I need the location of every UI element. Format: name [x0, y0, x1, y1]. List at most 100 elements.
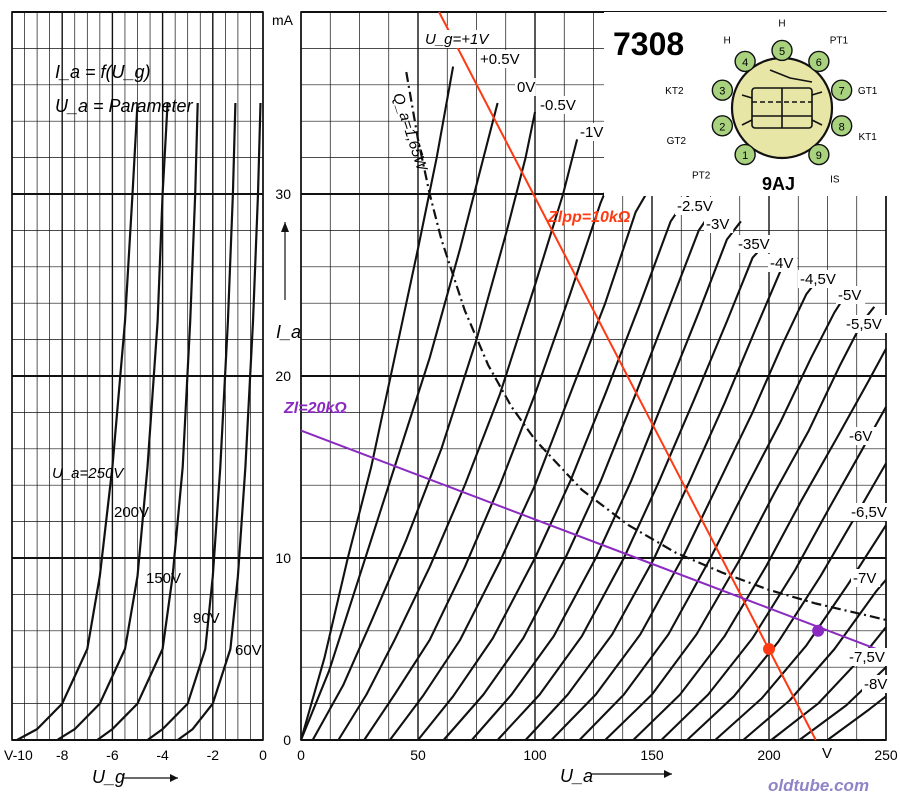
plate-curve-minus8v — [742, 579, 887, 741]
series-label-250v: U_a=250V — [52, 465, 125, 482]
grid-voltage-label: -4,5V — [800, 271, 836, 288]
plate-y-tick-label: 0 — [283, 732, 291, 748]
tube-pin-number: 5 — [779, 46, 785, 58]
tube-pin-icon — [830, 115, 853, 137]
label-backdrop — [478, 50, 524, 68]
label-backdrop — [423, 30, 486, 48]
grid-voltage-label: -1V — [580, 124, 603, 141]
transfer-x-tick-label: V-10 — [4, 747, 33, 763]
plate-curve-minus1v — [363, 157, 621, 741]
max-dissipation-curve — [405, 71, 887, 621]
plate-y-tick-label: 20 — [275, 368, 291, 384]
plate-x-tick-label: 100 — [523, 747, 547, 763]
label-backdrop — [844, 315, 890, 333]
plate-curve-minus4v — [524, 256, 798, 741]
grid-voltage-label: -6V — [849, 428, 872, 445]
label-backdrop — [736, 235, 774, 253]
plate-curve-minus6p5v — [660, 406, 887, 741]
plate-curve-minus3v — [471, 220, 742, 741]
tube-pin-icon — [734, 50, 756, 73]
plate-curve-minus6v — [632, 348, 887, 741]
transfer-curve-200v — [56, 102, 169, 741]
transfer-x-tick-labels: V-10 -8 -6 -4 -2 0 — [4, 747, 267, 763]
label-backdrop — [847, 648, 893, 666]
tube-pin-icon — [830, 79, 853, 101]
plate-y-tick-label: 30 — [275, 186, 291, 202]
transfer-x-tick-label: -6 — [106, 747, 119, 763]
tube-pin-name: PT2 — [692, 171, 711, 182]
tube-pin-number: 2 — [719, 121, 725, 133]
tube-pin-icon — [711, 115, 734, 137]
load-line — [438, 11, 817, 741]
plate-x-tick-label: 0 — [297, 747, 305, 763]
x-axis-unit: V — [822, 745, 832, 762]
transfer-grid — [11, 11, 264, 741]
tube-pin-name: KT2 — [665, 86, 684, 97]
transfer-title-line-2: U_a = Parameter — [55, 96, 194, 116]
label-backdrop — [862, 675, 892, 693]
label-backdrop — [836, 286, 866, 304]
y-axis-label: I_a — [276, 322, 301, 342]
tube-pin-name: H — [778, 18, 785, 29]
plate-y-tick-label: 10 — [275, 550, 291, 566]
grid-voltage-label: 0V — [517, 79, 535, 96]
tube-pin-number: 9 — [816, 150, 822, 162]
tube-pin-icon — [711, 79, 734, 101]
tube-type-label: 7308 — [613, 26, 684, 62]
tube-pin-number: 1 — [742, 150, 748, 162]
label-backdrop — [538, 96, 584, 114]
series-label-200v: 200V — [114, 504, 149, 521]
tube-pin-icon — [808, 143, 830, 166]
operating-point-marker — [812, 624, 825, 637]
label-backdrop — [851, 569, 881, 587]
grid-voltage-label: -4V — [770, 255, 793, 272]
transfer-x-axis-label: U_g — [92, 767, 125, 787]
load-line — [300, 429, 887, 654]
tube-pin-number: 6 — [816, 57, 822, 69]
transfer-title-line-1: I_a = f(U_g) — [55, 62, 151, 82]
plate-x-tick-label: 250 — [874, 747, 898, 763]
plate-x-tick-label: 200 — [757, 747, 781, 763]
label-backdrop — [578, 123, 608, 141]
grid-voltage-label: -0.5V — [540, 97, 576, 114]
transfer-curve-150v — [96, 102, 199, 741]
y-axis-arrowhead — [281, 222, 289, 232]
transfer-x-tick-label: -2 — [207, 747, 220, 763]
transfer-x-tick-label: -4 — [156, 747, 169, 763]
grid-voltage-label: -3V — [706, 216, 729, 233]
watermark: oldtube.com — [768, 776, 869, 795]
y-axis-unit: mA — [272, 12, 294, 28]
transfer-curves — [16, 102, 262, 741]
transfer-curve-ua250v — [16, 102, 139, 741]
series-label-150v: 150V — [146, 570, 181, 587]
plate-curve-minus2v — [417, 193, 691, 741]
series-label-90v: 90V — [193, 610, 220, 627]
transfer-plot-frame — [11, 11, 264, 741]
plate-curve-minus5v — [578, 293, 848, 741]
tube-pin-number: 8 — [839, 121, 845, 133]
transfer-curve-60v — [177, 102, 262, 741]
transfer-curve-90v — [146, 102, 237, 741]
plate-curve-minus4p5v — [550, 275, 822, 741]
label-backdrop — [847, 427, 877, 445]
grid-voltage-label: -5,5V — [846, 316, 882, 333]
tube-pin-name: IS — [830, 175, 840, 186]
plate-curve-minus2p5v — [442, 202, 719, 741]
plate-curve-minus1p5v — [389, 175, 658, 741]
tube-pin-name: GT1 — [858, 86, 878, 97]
tube-pin-name: PT1 — [830, 35, 849, 46]
load-line-label: Zlpp=10kΩ — [547, 209, 631, 226]
series-label-60v: 60V — [235, 642, 262, 659]
plate-plot-frame — [300, 11, 887, 741]
grid-voltage-label: -35V — [738, 236, 770, 253]
grid-voltage-label: -5V — [838, 287, 861, 304]
grid-voltage-label: -2.5V — [677, 198, 713, 215]
label-backdrop — [515, 78, 536, 96]
grid-voltage-label: -8V — [864, 676, 887, 693]
transfer-characteristic-panel: V-10 -8 -6 -4 -2 0 I_a = f(U_g) U_a = Paramet… — [4, 11, 267, 787]
label-backdrop — [675, 197, 721, 215]
plate-curve-minus7p5v — [714, 524, 887, 741]
